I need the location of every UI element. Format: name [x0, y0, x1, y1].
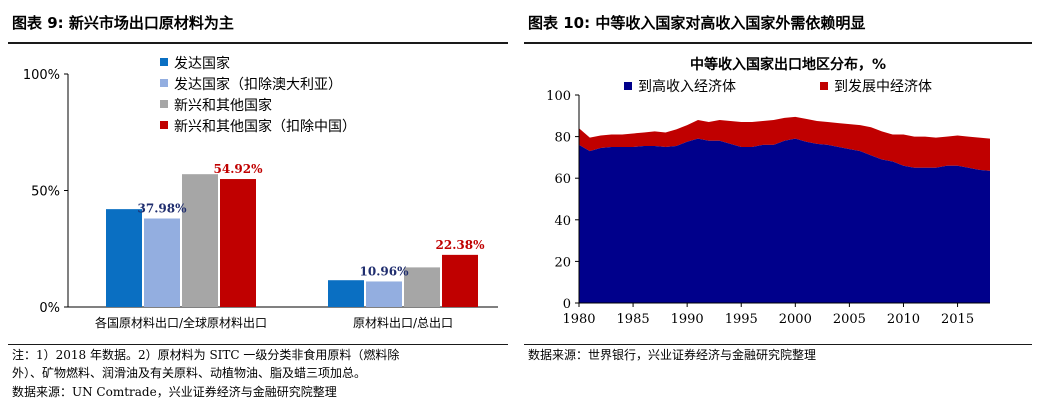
bar-3-1	[442, 254, 478, 307]
x-tick-label: 2015	[941, 312, 974, 327]
x-tick-label: 1980	[562, 312, 595, 327]
left-bottom-rule	[8, 344, 508, 345]
legend-label-0: 发达国家	[174, 55, 230, 72]
x-tick-label: 2000	[779, 312, 812, 327]
y-tick-label: 40	[554, 214, 571, 229]
y-tick-label: 100	[546, 89, 571, 104]
area-high-income	[579, 138, 990, 303]
legend-label-3: 新兴和其他国家（扣除中国）	[174, 118, 356, 135]
area-developing	[579, 116, 990, 171]
legend-swatch-0	[160, 58, 168, 66]
x-tick-label: 1995	[725, 312, 758, 327]
right-source: 数据来源：世界银行，兴业证券经济与金融研究院整理	[528, 348, 817, 362]
bar-0-1	[328, 280, 364, 307]
y-tick-label: 60	[554, 172, 571, 187]
area-chart: 中等收入国家出口地区分布，% 到高收入经济体 到发展中经济体 0 20 40 60 80 100…	[525, 46, 1031, 343]
y-tick-label: 80	[554, 131, 571, 146]
legend-swatch-developing	[820, 82, 828, 90]
left-source: 数据来源：UN Comtrade，兴业证券经济与金融研究院整理	[12, 385, 337, 399]
data-label: 22.38%	[436, 238, 486, 252]
x-tick-label: 2010	[887, 312, 920, 327]
legend-swatch-1	[160, 79, 168, 87]
x-tick-label: 1985	[617, 312, 650, 327]
right-title-rule	[524, 42, 1032, 44]
bar-2-1	[404, 267, 440, 307]
legend-label-2: 新兴和其他国家	[174, 97, 272, 114]
area-chart-title: 中等收入国家出口地区分布，%	[690, 56, 886, 73]
x-tick-label: 2005	[833, 312, 866, 327]
right-bottom-rule	[524, 344, 1032, 345]
legend-label-developing: 到发展中经济体	[834, 79, 932, 95]
bar-chart: 0% 50% 100% 各国原材料出口/全球原材料出口 原材料出口/总出口 37.98% 5…	[23, 55, 498, 330]
x-category-label: 原材料出口/总出口	[353, 316, 453, 330]
bar-2-0	[182, 174, 218, 307]
y-tick-label: 50%	[31, 185, 60, 200]
data-label: 10.96%	[360, 264, 410, 278]
legend-swatch-2	[160, 100, 168, 108]
data-label: 54.92%	[214, 162, 264, 176]
left-note-line-2: 外）、矿物燃料、润滑油及有关原料、动植物油、脂及蜡三项加总。	[12, 366, 367, 380]
left-note-line-1: 注：1）2018 年数据。2）原材料为 SITC 一级分类非食用原料（燃料除	[12, 348, 400, 362]
y-tick-label: 0%	[39, 301, 60, 316]
bar-0-0	[106, 209, 142, 307]
y-tick-label: 100%	[23, 68, 60, 83]
bar-3-0	[220, 179, 256, 307]
data-label: 37.98%	[138, 202, 188, 216]
left-title-rule	[8, 42, 508, 44]
x-category-label: 各国原材料出口/全球原材料出口	[95, 315, 267, 330]
legend-swatch-high-income	[624, 82, 632, 90]
x-tick-label: 1990	[671, 312, 704, 327]
bar-1-1	[366, 281, 402, 307]
y-tick-label: 0	[563, 297, 571, 312]
right-panel-title: 图表 10: 中等收入国家对高收入国家外需依赖明显	[528, 14, 866, 32]
left-panel-title: 图表 9: 新兴市场出口原材料为主	[12, 14, 234, 32]
bar-1-0	[144, 218, 180, 307]
legend-label-high-income: 到高收入经济体	[638, 78, 736, 95]
legend-swatch-3	[160, 121, 168, 129]
y-tick-label: 20	[554, 255, 571, 270]
legend-label-1: 发达国家（扣除澳大利亚）	[174, 76, 342, 93]
